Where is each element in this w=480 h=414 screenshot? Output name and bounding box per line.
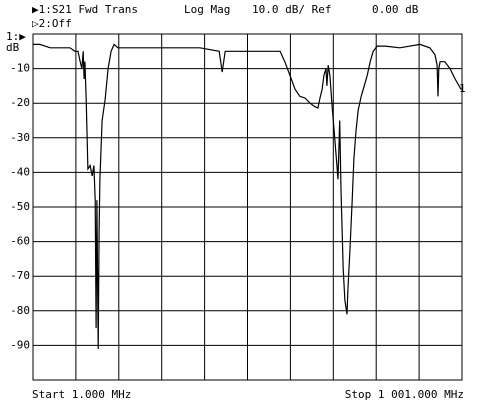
- y-tick-label: -10: [10, 62, 30, 75]
- stop-label: Stop 1 001.000 MHz: [345, 388, 464, 401]
- scale: 10.0 dB/ Ref: [252, 3, 331, 16]
- y-tick-label: -60: [10, 235, 30, 248]
- ref-marker: 1:▶: [6, 30, 26, 43]
- start-label: Start 1.000 MHz: [32, 388, 131, 401]
- trace: [33, 43, 462, 349]
- y-tick-label: -80: [10, 304, 30, 317]
- y-tick-label: -30: [10, 131, 30, 144]
- trace-title: ▶1:S21 Fwd Trans: [32, 3, 138, 16]
- reference: 0.00 dB: [372, 3, 419, 16]
- y-axis-label: dB: [6, 41, 20, 54]
- y-tick-label: -90: [10, 338, 30, 351]
- trace2: ▷2:Off: [32, 17, 72, 30]
- format: Log Mag: [184, 3, 230, 16]
- y-tick-label: -70: [10, 269, 30, 282]
- y-tick-label: -50: [10, 200, 30, 213]
- y-tick-label: -40: [10, 165, 30, 178]
- y-tick-label: -20: [10, 96, 30, 109]
